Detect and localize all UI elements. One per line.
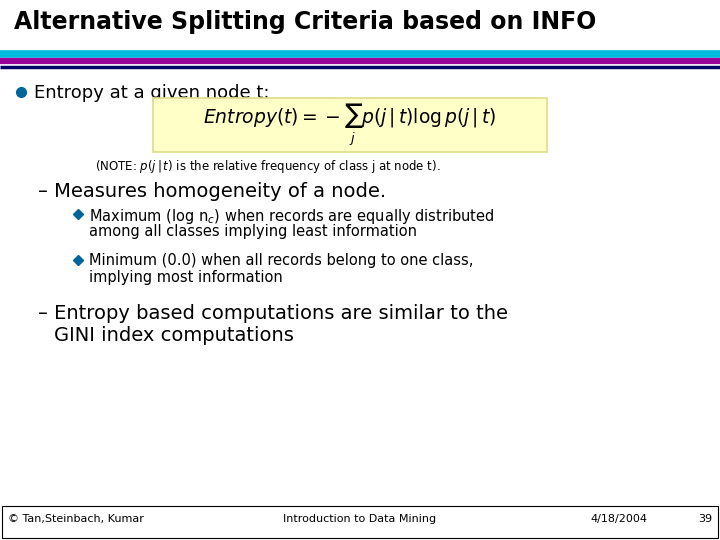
Text: Minimum (0.0) when all records belong to one class,: Minimum (0.0) when all records belong to… [89,253,473,268]
Text: implying most information: implying most information [89,270,283,285]
Text: Introduction to Data Mining: Introduction to Data Mining [284,514,436,524]
Text: © Tan,Steinbach, Kumar: © Tan,Steinbach, Kumar [8,514,144,524]
Text: Alternative Splitting Criteria based on INFO: Alternative Splitting Criteria based on … [14,10,596,34]
Text: $\mathit{Entropy}(t) = -\sum_j p(j\,|\,t)\log p(j\,|\,t)$: $\mathit{Entropy}(t) = -\sum_j p(j\,|\,t… [203,102,497,148]
Text: – Measures homogeneity of a node.: – Measures homogeneity of a node. [38,182,386,201]
Text: 39: 39 [698,514,712,524]
Text: Maximum (log n$_c$) when records are equally distributed: Maximum (log n$_c$) when records are equ… [89,207,495,226]
FancyBboxPatch shape [153,98,547,152]
Text: (NOTE: $p(j\,|\,t)$ is the relative frequency of class j at node t).: (NOTE: $p(j\,|\,t)$ is the relative freq… [95,158,441,175]
Text: GINI index computations: GINI index computations [54,326,294,345]
Text: among all classes implying least information: among all classes implying least informa… [89,224,417,239]
Text: 4/18/2004: 4/18/2004 [590,514,647,524]
Text: Entropy at a given node t:: Entropy at a given node t: [34,84,269,102]
Text: – Entropy based computations are similar to the: – Entropy based computations are similar… [38,304,508,323]
FancyBboxPatch shape [2,506,718,538]
